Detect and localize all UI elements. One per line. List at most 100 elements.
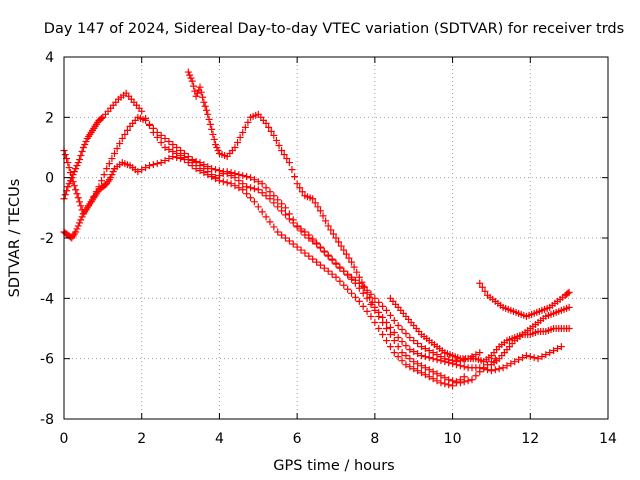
data-point [371, 303, 379, 311]
data-point [236, 133, 244, 141]
data-point [153, 160, 161, 168]
data-point [550, 347, 558, 355]
data-point [398, 326, 406, 334]
data-point [165, 137, 173, 145]
data-point [324, 267, 332, 275]
data-point [353, 268, 361, 276]
data-point [157, 131, 165, 139]
data-point [289, 216, 297, 224]
data-point [314, 203, 322, 211]
data-point [441, 358, 449, 366]
data-point [553, 345, 561, 353]
data-point [231, 182, 239, 190]
data-point [210, 135, 218, 143]
data-point [507, 360, 515, 368]
data-point [105, 160, 113, 168]
data-point [425, 366, 433, 374]
data-point [565, 325, 573, 332]
data-point [138, 107, 146, 115]
data-point [201, 102, 209, 110]
data-point [234, 138, 242, 146]
data-point [329, 230, 337, 238]
data-point [449, 360, 457, 368]
data-point [82, 137, 90, 145]
data-point [491, 366, 499, 374]
data-point [425, 347, 433, 355]
data-point [309, 255, 317, 263]
data-point [375, 298, 383, 306]
data-point [77, 202, 85, 210]
data-point [481, 287, 489, 295]
data-point [212, 140, 220, 148]
x-tick-label: 0 [60, 431, 69, 447]
data-point [103, 165, 111, 173]
data-point [406, 334, 414, 342]
data-point [212, 175, 220, 183]
data-point [188, 77, 196, 85]
data-point [200, 98, 208, 106]
y-tick-label: -4 [40, 291, 54, 307]
data-point [429, 368, 437, 376]
data-point [398, 338, 406, 346]
data-point [278, 207, 286, 215]
data-point [111, 150, 119, 158]
data-point [285, 210, 293, 218]
y-tick-label: -8 [40, 412, 54, 428]
data-point [386, 343, 394, 351]
data-point [250, 198, 258, 206]
data-point [344, 285, 352, 293]
data-point [274, 196, 282, 204]
data-point [327, 226, 335, 234]
data-point [445, 359, 453, 367]
data-point [153, 128, 161, 136]
data-point [109, 168, 117, 176]
data-point [355, 284, 363, 292]
data-point [296, 184, 304, 192]
data-point [227, 169, 235, 177]
data-point [394, 334, 402, 342]
data-point [262, 184, 270, 192]
data-point [157, 138, 165, 146]
data-point [209, 130, 217, 138]
data-point [142, 116, 150, 124]
data-point [270, 199, 278, 207]
data-point [342, 250, 350, 258]
data-point [165, 155, 173, 163]
y-tick-label: 2 [45, 110, 54, 126]
data-point [180, 150, 188, 158]
data-point [289, 240, 297, 248]
data-point [197, 88, 205, 96]
data-point [386, 331, 394, 339]
data-point [358, 278, 366, 286]
x-axis-label: GPS time / hours [273, 458, 394, 474]
data-point [250, 176, 258, 184]
data-point [460, 363, 468, 371]
data-point [266, 218, 274, 226]
data-point [406, 355, 414, 363]
data-point [76, 219, 84, 227]
data-point [311, 199, 319, 207]
data-point [379, 331, 387, 339]
data-point [511, 358, 519, 366]
data-point [204, 110, 212, 118]
data-point [173, 144, 181, 151]
data-point [350, 263, 358, 271]
data-point [429, 375, 437, 383]
data-point [74, 159, 82, 167]
data-point [64, 159, 72, 167]
data-point [196, 83, 204, 91]
data-point [557, 343, 565, 351]
data-point [476, 279, 484, 287]
data-point [340, 281, 348, 289]
data-point [320, 264, 328, 272]
y-axis-label: SDTVAR / TECUs [7, 179, 23, 298]
series-track-7 [487, 303, 573, 369]
data-point [328, 255, 336, 263]
data-point [414, 360, 422, 368]
y-tick-label: -2 [40, 231, 54, 247]
data-point [205, 115, 213, 123]
data-point [425, 373, 433, 381]
data-point [72, 165, 80, 173]
data-point [231, 170, 239, 178]
